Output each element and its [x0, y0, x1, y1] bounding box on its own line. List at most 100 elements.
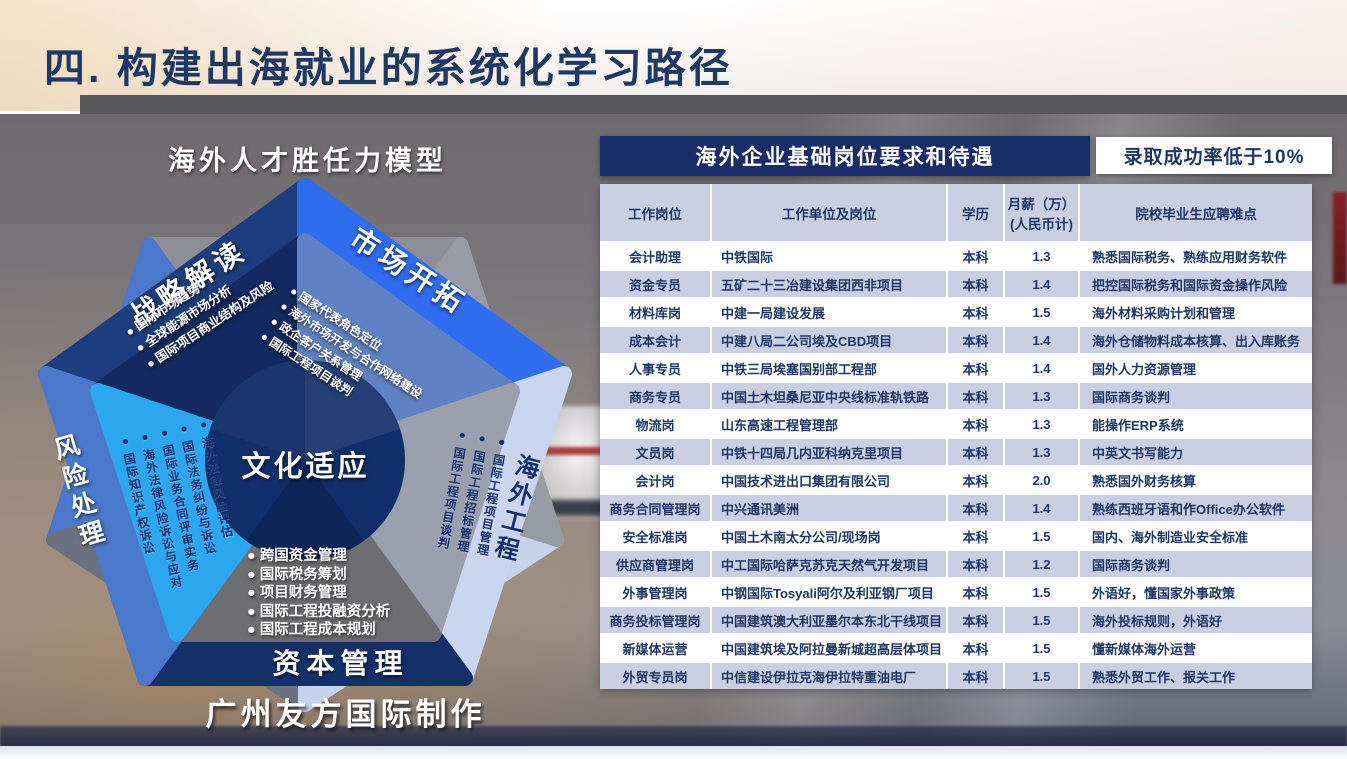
- table-cell: 本科: [948, 325, 1005, 353]
- table-cell: 商务投标管理岗: [600, 605, 712, 633]
- bullet-item: ● 国际工程成本规划: [247, 622, 376, 638]
- column-header: 月薪（万） (人民币计): [1005, 184, 1080, 241]
- table-cell: 本科: [948, 521, 1005, 549]
- table-cell: 2.0: [1005, 465, 1080, 493]
- table-cell: 会计岗: [600, 465, 712, 493]
- table-cell: 本科: [948, 297, 1005, 325]
- jobs-table-body: 会计助理 中铁国际 本科 1.3 熟悉国际税务、熟练应用财务软件 资金专员 五矿二十三冶建设…: [600, 241, 1312, 689]
- table-row: 商务专员 中国土木坦桑尼亚中央线标准轨铁路 本科 1.3 国际商务谈判: [600, 381, 1312, 409]
- table-cell: 1.5: [1005, 521, 1080, 549]
- table-cell: 本科: [948, 493, 1005, 521]
- table-cell: 能操作ERP系统: [1080, 409, 1312, 437]
- table-cell: 会计助理: [600, 241, 712, 269]
- table-cell: 外事管理岗: [600, 577, 712, 605]
- table-cell: 1.3: [1005, 381, 1080, 409]
- table-cell: 海外材料采购计划和管理: [1080, 297, 1312, 325]
- table-cell: 本科: [948, 577, 1005, 605]
- table-cell: 新媒体运营: [600, 633, 712, 661]
- table-cell: 山东高速工程管理部: [712, 409, 948, 437]
- center-circle-sector-bottom: [246, 460, 364, 561]
- table-cell: 成本会计: [600, 325, 712, 353]
- photo-red-accent: [1333, 192, 1347, 284]
- table-cell: 本科: [948, 437, 1005, 465]
- table-row: 商务合同管理岗 中兴通讯美洲 本科 1.4 熟练西班牙语和作Office办公软件: [600, 493, 1312, 521]
- table-cell: 本科: [948, 241, 1005, 269]
- table-cell: 安全标准岗: [600, 521, 712, 549]
- table-cell: 中建一局建设发展: [712, 297, 948, 325]
- table-cell: 懂新媒体海外运营: [1080, 633, 1312, 661]
- table-cell: 海外仓储物料成本核算、出入库账务: [1080, 325, 1312, 353]
- table-cell: 材料库岗: [600, 297, 712, 325]
- table-cell: 中钢国际Tosyali阿尔及利亚钢厂项目: [712, 577, 948, 605]
- table-cell: 1.3: [1005, 437, 1080, 465]
- diagram-title: 海外人才胜任力模型: [168, 146, 447, 176]
- table-cell: 海外投标规则，外语好: [1080, 605, 1312, 633]
- panel-title: 海外企业基础岗位要求和待遇: [695, 146, 995, 169]
- table-cell: 文员岗: [600, 437, 712, 465]
- capital-segment-label: 资本管理: [272, 648, 409, 679]
- train-stripe: [531, 447, 621, 455]
- competency-pentagon-diagram: [38, 178, 572, 712]
- success-rate-badge: 录取成功率低于10%: [1096, 137, 1332, 174]
- table-cell: 中国建筑埃及阿拉曼新城超高层体项目: [712, 633, 948, 661]
- table-cell: 本科: [948, 605, 1005, 633]
- table-cell: 1.4: [1005, 353, 1080, 381]
- table-cell: 1.4: [1005, 325, 1080, 353]
- table-row: 外贸专员岗 中信建设伊拉克海伊拉特重油电厂 本科 1.5 熟悉外贸工作、报关工作: [600, 661, 1312, 689]
- center-culture-label: 文化适应: [241, 451, 370, 483]
- bullet-item: ● 国际税务筹划: [247, 566, 347, 583]
- table-row: 文员岗 中铁十四局几内亚科纳克里项目 本科 1.3 中英文书写能力: [600, 437, 1312, 465]
- table-cell: 中国土木坦桑尼亚中央线标准轨铁路: [712, 381, 948, 409]
- table-cell: 1.5: [1005, 605, 1080, 633]
- table-cell: 五矿二十三冶建设集团西非项目: [712, 269, 948, 297]
- table-row: 新媒体运营 中国建筑埃及阿拉曼新城超高层体项目 本科 1.5 懂新媒体海外运营: [600, 633, 1312, 661]
- table-cell: 1.5: [1005, 633, 1080, 661]
- table-cell: 外语好，懂国家外事政策: [1080, 577, 1312, 605]
- table-row: 物流岗 山东高速工程管理部 本科 1.3 能操作ERP系统: [600, 409, 1312, 437]
- bullet-item: ● 项目财务管理: [247, 585, 347, 601]
- table-cell: 中国土木南太分公司/现场岗: [712, 521, 948, 549]
- table-cell: 人事专员: [600, 353, 712, 381]
- table-cell: 国际商务谈判: [1080, 549, 1312, 577]
- table-cell: 本科: [948, 661, 1005, 689]
- table-cell: 国外人力资源管理: [1080, 353, 1312, 381]
- table-row: 供应商管理岗 中工国际哈萨克苏克天然气开发项目 本科 1.2 国际商务谈判: [600, 549, 1312, 577]
- table-cell: 本科: [948, 633, 1005, 661]
- column-header: 工作单位及岗位: [712, 184, 948, 241]
- center-circle-sector-highlight: [305, 360, 400, 460]
- table-cell: 本科: [948, 465, 1005, 493]
- table-cell: 1.4: [1005, 269, 1080, 297]
- success-rate-badge-text: 录取成功率低于10%: [1123, 147, 1305, 168]
- table-cell: 本科: [948, 353, 1005, 381]
- slide-title: 四. 构建出海就业的系统化学习路径: [44, 45, 733, 91]
- table-cell: 中国技术进出口集团有限公司: [712, 465, 948, 493]
- table-cell: 本科: [948, 549, 1005, 577]
- table-row: 人事专员 中铁三局埃塞国别部工程部 本科 1.4 国外人力资源管理: [600, 353, 1312, 381]
- table-cell: 熟悉外贸工作、报关工作: [1080, 661, 1312, 689]
- table-cell: 1.5: [1005, 577, 1080, 605]
- column-header: 院校毕业生应聘难点: [1080, 184, 1312, 241]
- table-row: 资金专员 五矿二十三冶建设集团西非项目 本科 1.4 把控国际税务和国际资金操作风险: [600, 269, 1312, 297]
- credit-label: 广州友方国际制作: [205, 697, 486, 732]
- table-cell: 外贸专员岗: [600, 661, 712, 689]
- table-cell: 商务专员: [600, 381, 712, 409]
- capital-bullet-list: ● 跨国资金管理 ● 国际税务筹划 ● 项目财务管理 ● 国际工程投融资分析 ● 国际工…: [247, 547, 390, 640]
- table-cell: 熟悉国外财务核算: [1080, 465, 1312, 493]
- table-cell: 中英文书写能力: [1080, 437, 1312, 465]
- jobs-table: 工作岗位 工作单位及岗位 学历 月薪（万） (人民币计) 院校毕业生应聘难点 会计助理中…: [600, 184, 1312, 689]
- table-cell: 1.2: [1005, 549, 1080, 577]
- table-cell: 中信建设伊拉克海伊拉特重油电厂: [712, 661, 948, 689]
- table-cell: 1.3: [1005, 241, 1080, 269]
- bullet-item: ● 跨国资金管理: [247, 548, 347, 564]
- table-cell: 中建八局二公司埃及CBD项目: [712, 325, 948, 353]
- table-cell: 中工国际哈萨克苏克天然气开发项目: [712, 549, 948, 577]
- table-cell: 中铁三局埃塞国别部工程部: [712, 353, 948, 381]
- title-divider-bar: [80, 95, 1347, 114]
- slide-bottom-edge: [0, 746, 1347, 759]
- table-cell: 商务合同管理岗: [600, 493, 712, 521]
- table-cell: 熟练西班牙语和作Office办公软件: [1080, 493, 1312, 521]
- table-cell: 中铁国际: [712, 241, 948, 269]
- table-cell: 中铁十四局几内亚科纳克里项目: [712, 437, 948, 465]
- photo-bottom-band: [0, 726, 1347, 748]
